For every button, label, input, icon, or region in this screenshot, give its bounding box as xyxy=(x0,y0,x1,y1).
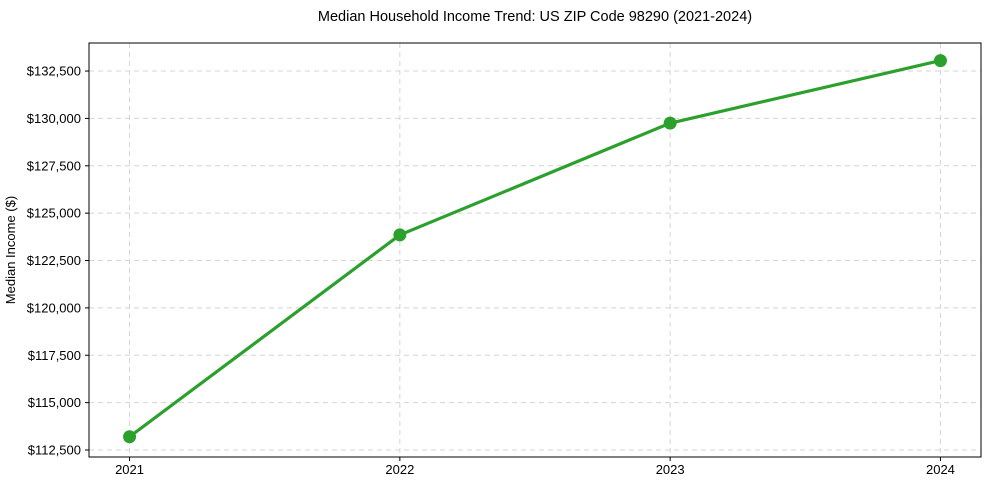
trend-line xyxy=(127,59,943,439)
y-tick-label: $125,000 xyxy=(27,206,81,221)
y-tick-label: $122,500 xyxy=(27,253,81,268)
y-tick-label: $127,500 xyxy=(27,158,81,173)
y-tick-label: $130,000 xyxy=(27,111,81,126)
data-point-marker xyxy=(663,116,677,130)
x-tick-label: 2024 xyxy=(926,462,955,477)
axis-tick-labels: $112,500 $115,000 $117,500 $120,000 $122,500… xyxy=(27,64,955,477)
x-tick-label: 2023 xyxy=(656,462,685,477)
data-point-marker xyxy=(123,430,137,444)
data-point-marker xyxy=(393,228,407,242)
x-tick-label: 2021 xyxy=(115,462,144,477)
y-tick-label: $132,500 xyxy=(27,64,81,79)
x-tick-label: 2022 xyxy=(385,462,414,477)
y-tick-label: $117,500 xyxy=(28,348,81,363)
axis-ticks xyxy=(85,70,941,461)
line-series xyxy=(123,54,947,444)
plot-border xyxy=(88,42,982,458)
y-tick-label: $112,500 xyxy=(28,442,81,457)
y-tick-label: $120,000 xyxy=(27,300,81,315)
gridlines xyxy=(89,43,981,457)
data-point-marker xyxy=(933,54,947,68)
y-tick-label: $115,000 xyxy=(28,395,81,410)
y-axis-label: Median Income ($) xyxy=(3,196,18,304)
chart-title: Median Household Income Trend: US ZIP Co… xyxy=(318,9,752,25)
